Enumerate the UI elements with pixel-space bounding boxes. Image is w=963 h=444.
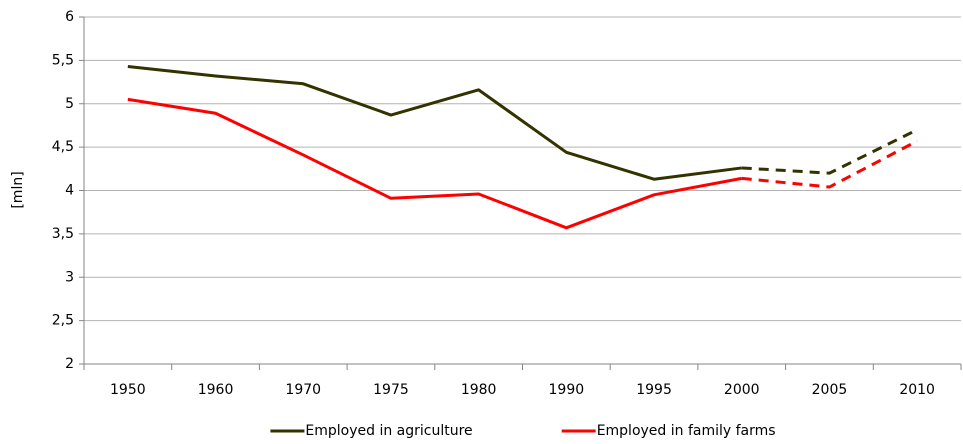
legend-label: Employed in family farms xyxy=(597,423,776,439)
y-tick-label: 3 xyxy=(65,269,74,285)
x-tick-label: 1980 xyxy=(461,382,497,398)
x-tick-label: 2010 xyxy=(899,382,935,398)
x-tick-label: 1970 xyxy=(285,382,321,398)
series-line xyxy=(127,64,742,181)
series-line-dashed xyxy=(741,139,918,189)
x-tick-label: 1960 xyxy=(198,382,234,398)
x-tick-label: 1995 xyxy=(636,382,672,398)
y-tick-label: 4,5 xyxy=(52,139,74,155)
x-tick-label: 1975 xyxy=(373,382,409,398)
x-tick-label: 2000 xyxy=(724,382,760,398)
y-tick-label: 5,5 xyxy=(52,52,74,68)
x-tick-label: 2005 xyxy=(812,382,848,398)
x-tick-label: 1950 xyxy=(110,382,146,398)
series-line-dashed xyxy=(741,128,918,175)
legend-label: Employed in agriculture xyxy=(305,423,472,439)
series-line xyxy=(127,97,743,230)
x-tick-label: 1990 xyxy=(549,382,585,398)
y-tick-label: 2,5 xyxy=(52,313,74,329)
y-tick-label: 2 xyxy=(65,356,74,372)
y-tick-label: 4 xyxy=(65,183,74,199)
y-axis-label: [mln] xyxy=(10,171,26,208)
y-tick-label: 6 xyxy=(65,9,74,25)
y-tick-label: 5 xyxy=(65,96,74,112)
y-tick-label: 3,5 xyxy=(52,226,74,242)
